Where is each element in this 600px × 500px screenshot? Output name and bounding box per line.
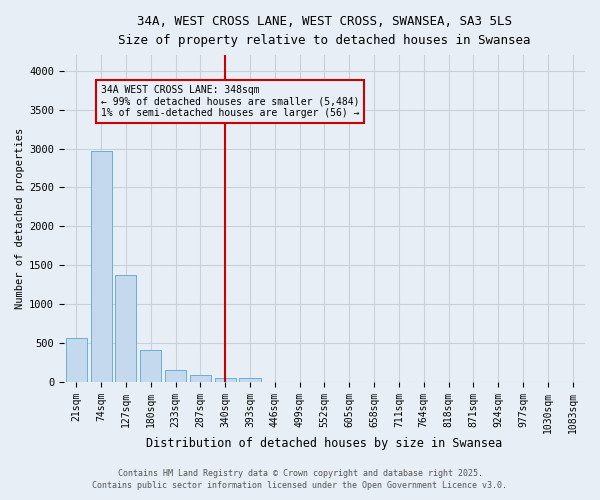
Bar	[66, 338, 87, 382]
Bar	[140, 350, 161, 382]
Bar	[215, 378, 236, 382]
X-axis label: Distribution of detached houses by size in Swansea: Distribution of detached houses by size …	[146, 437, 503, 450]
Bar	[190, 375, 211, 382]
Text: 34A WEST CROSS LANE: 348sqm
← 99% of detached houses are smaller (5,484)
1% of s: 34A WEST CROSS LANE: 348sqm ← 99% of det…	[101, 84, 359, 118]
Bar	[91, 151, 112, 382]
Bar	[115, 276, 136, 382]
Y-axis label: Number of detached properties: Number of detached properties	[15, 128, 25, 309]
Bar	[165, 370, 186, 382]
Bar	[239, 378, 260, 382]
Title: 34A, WEST CROSS LANE, WEST CROSS, SWANSEA, SA3 5LS
Size of property relative to : 34A, WEST CROSS LANE, WEST CROSS, SWANSE…	[118, 15, 530, 47]
Text: Contains HM Land Registry data © Crown copyright and database right 2025.
Contai: Contains HM Land Registry data © Crown c…	[92, 468, 508, 490]
